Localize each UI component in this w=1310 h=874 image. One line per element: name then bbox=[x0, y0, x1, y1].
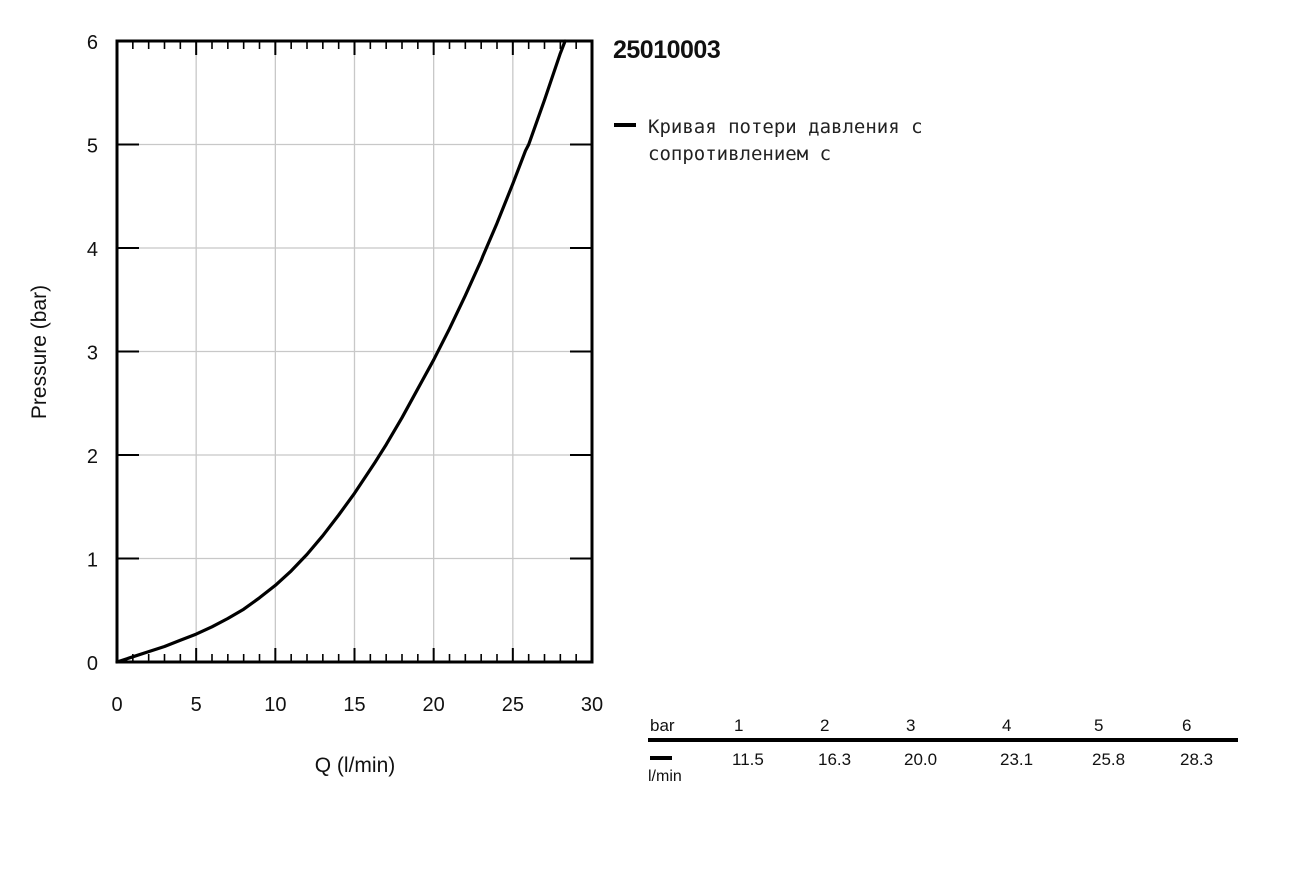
table-header-cell: 3 bbox=[906, 716, 916, 735]
x-tick-labels: 0 5 10 15 20 25 30 bbox=[111, 694, 603, 716]
x-tick-label: 10 bbox=[264, 694, 286, 716]
flow-table-header: bar 1 2 3 4 5 6 bbox=[648, 716, 1238, 742]
series-line-pressure-loss bbox=[115, 39, 567, 664]
y-tick-labels: 0 1 2 3 4 5 6 bbox=[87, 32, 98, 675]
y-tick-label: 6 bbox=[87, 32, 98, 54]
table-cell: 20.0 bbox=[904, 750, 938, 769]
table-cell: 23.1 bbox=[1000, 750, 1034, 769]
x-tick-label: 30 bbox=[581, 694, 603, 716]
x-axis-title: Q (l/min) bbox=[315, 754, 396, 777]
table-header-cell: 6 bbox=[1182, 716, 1192, 735]
table-header-cell: 4 bbox=[1002, 716, 1012, 735]
table-header-cell: 1 bbox=[734, 716, 744, 735]
table-cell: 16.3 bbox=[818, 750, 852, 769]
legend-swatch bbox=[614, 123, 636, 127]
table-header-cell: 2 bbox=[820, 716, 830, 735]
y-tick-label: 3 bbox=[87, 343, 98, 365]
legend: Кривая потери давления с сопротивлением … bbox=[614, 114, 1028, 168]
y-axis-title: Pressure (bar) bbox=[28, 285, 51, 419]
y-tick-label: 0 bbox=[87, 653, 98, 675]
table-header-cell: 5 bbox=[1094, 716, 1104, 735]
x-tick-label: 5 bbox=[191, 694, 202, 716]
x-tick-label: 0 bbox=[111, 694, 122, 716]
table-cell: 28.3 bbox=[1180, 750, 1214, 769]
table-row-swatch bbox=[650, 756, 672, 760]
table-row-unit: l/min bbox=[648, 768, 682, 785]
chart-title: 25010003 bbox=[613, 36, 721, 64]
major-ticks bbox=[117, 41, 592, 662]
grid-lines bbox=[117, 41, 592, 662]
x-tick-label: 25 bbox=[502, 694, 524, 716]
x-tick-label: 15 bbox=[343, 694, 365, 716]
y-tick-label: 1 bbox=[87, 550, 98, 572]
flow-table-row: l/min 11.5 16.3 20.0 23.1 25.8 28.3 bbox=[648, 742, 1238, 790]
x-tick-label: 20 bbox=[423, 694, 445, 716]
y-tick-label: 4 bbox=[87, 239, 98, 261]
table-cell: 25.8 bbox=[1092, 750, 1126, 769]
plot-frame bbox=[115, 39, 594, 664]
y-tick-label: 2 bbox=[87, 446, 98, 468]
table-header-unit: bar bbox=[650, 716, 675, 735]
flow-table: bar 1 2 3 4 5 6 l/min 11.5 16.3 20.0 23.… bbox=[648, 716, 1238, 790]
y-tick-label: 5 bbox=[87, 136, 98, 158]
legend-label: Кривая потери давления с сопротивлением … bbox=[648, 116, 923, 165]
table-cell: 11.5 bbox=[732, 750, 764, 769]
